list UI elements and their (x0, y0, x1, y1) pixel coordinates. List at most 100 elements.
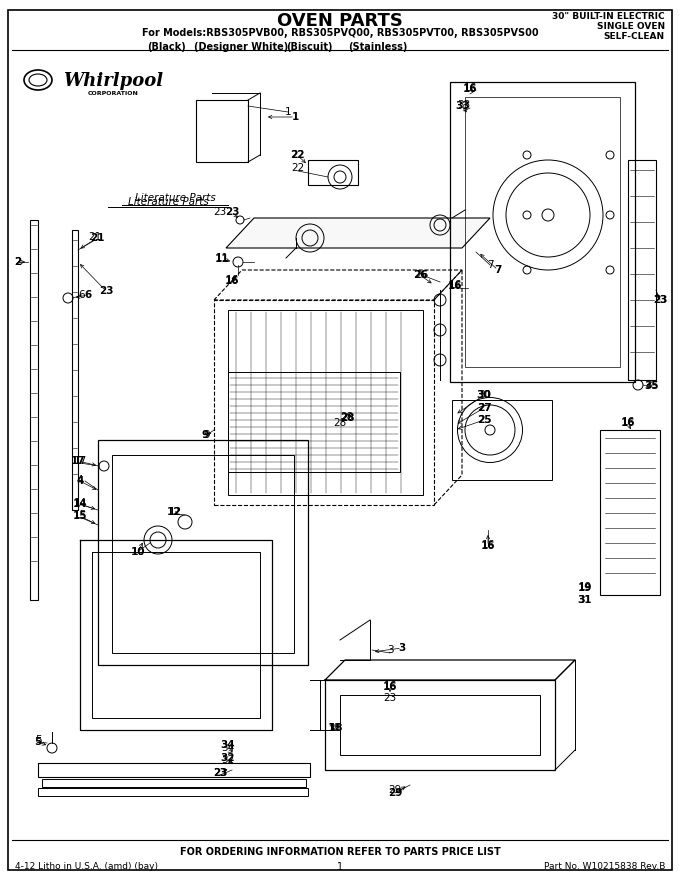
Text: FOR ORDERING INFORMATION REFER TO PARTS PRICE LIST: FOR ORDERING INFORMATION REFER TO PARTS … (180, 847, 500, 857)
Text: 7: 7 (487, 260, 493, 270)
Text: (Black): (Black) (148, 42, 186, 52)
Bar (112, 455, 294, 653)
Text: 16: 16 (481, 540, 494, 550)
Text: For Models:RBS305PVB00, RBS305PVQ00, RBS305PVT00, RBS305PVS00: For Models:RBS305PVB00, RBS305PVQ00, RBS… (141, 28, 539, 38)
Text: 35: 35 (645, 380, 659, 390)
Text: Literature Parts: Literature Parts (128, 197, 208, 207)
Text: 21: 21 (88, 232, 101, 242)
Bar (450, 82, 635, 382)
Text: 30: 30 (477, 390, 491, 400)
Text: 1: 1 (337, 862, 343, 872)
Text: 16: 16 (383, 682, 397, 692)
Bar (38, 788, 308, 796)
Text: 7: 7 (494, 265, 502, 275)
Text: 19: 19 (578, 583, 592, 593)
Text: 2: 2 (14, 257, 22, 267)
Text: 16: 16 (463, 84, 477, 94)
Bar (228, 372, 400, 472)
Bar (72, 230, 78, 510)
Bar (600, 430, 660, 595)
Bar (228, 310, 423, 495)
Text: 1: 1 (285, 107, 291, 117)
Text: 16: 16 (225, 276, 239, 286)
Text: (Biscuit): (Biscuit) (286, 42, 333, 52)
Text: (Designer White): (Designer White) (194, 42, 288, 52)
Text: 16: 16 (448, 280, 462, 290)
Text: 23: 23 (213, 768, 227, 778)
Text: 33: 33 (458, 100, 471, 110)
Text: 12: 12 (167, 507, 182, 517)
Text: 29: 29 (388, 785, 402, 795)
Text: 22: 22 (291, 163, 305, 173)
Bar (340, 695, 540, 755)
Text: 28: 28 (333, 418, 347, 428)
Text: 22: 22 (290, 150, 304, 160)
Text: 23: 23 (214, 768, 226, 778)
Text: 16: 16 (463, 83, 477, 93)
Text: OVEN PARTS: OVEN PARTS (277, 12, 403, 30)
Text: Whirlpool: Whirlpool (63, 72, 163, 90)
Text: 3: 3 (398, 643, 406, 653)
Text: 18: 18 (328, 723, 343, 733)
Text: 25: 25 (477, 415, 491, 425)
Text: 34: 34 (221, 740, 235, 750)
Text: 14: 14 (73, 498, 86, 508)
Text: 4-12 Litho in U.S.A. (amd) (bay): 4-12 Litho in U.S.A. (amd) (bay) (15, 862, 158, 871)
Text: 31: 31 (579, 595, 592, 605)
Bar (98, 440, 308, 665)
Text: 15: 15 (73, 511, 87, 521)
Text: 19: 19 (579, 582, 592, 592)
Bar (465, 97, 620, 367)
Bar (214, 300, 434, 505)
Bar (628, 160, 656, 380)
Text: 17: 17 (73, 456, 86, 466)
Text: 16: 16 (225, 275, 239, 285)
Text: 6: 6 (84, 290, 92, 300)
Text: 34: 34 (222, 743, 235, 753)
Text: 11: 11 (215, 254, 229, 264)
Polygon shape (226, 218, 490, 248)
Text: 14: 14 (73, 499, 87, 509)
Text: Part No. W10215838 Rev.B: Part No. W10215838 Rev.B (543, 862, 665, 871)
Text: 26: 26 (413, 270, 427, 280)
Text: 17: 17 (71, 456, 85, 466)
Text: 27: 27 (478, 403, 492, 413)
Text: 32: 32 (221, 753, 235, 763)
Text: 30: 30 (479, 390, 492, 400)
Text: 27: 27 (477, 403, 492, 413)
Text: 9: 9 (204, 430, 210, 440)
Text: 2: 2 (15, 257, 21, 267)
Text: 16: 16 (481, 541, 495, 551)
Text: 26: 26 (415, 270, 428, 280)
Text: 5: 5 (35, 735, 41, 745)
Text: (Stainless): (Stainless) (347, 42, 407, 52)
Text: 21: 21 (90, 233, 104, 243)
Bar (325, 680, 555, 770)
Text: 32: 32 (222, 755, 235, 765)
Text: Literature Parts: Literature Parts (135, 193, 216, 203)
Bar (42, 779, 306, 787)
Bar (308, 160, 358, 185)
Text: 31: 31 (578, 595, 592, 605)
Text: 35: 35 (645, 381, 659, 391)
Text: 23: 23 (384, 693, 396, 703)
Text: 18: 18 (327, 723, 341, 733)
Text: 3: 3 (387, 645, 393, 655)
Text: 9: 9 (201, 430, 209, 440)
Bar (452, 400, 552, 480)
Text: 15: 15 (73, 510, 86, 520)
Text: 16: 16 (384, 681, 396, 691)
Text: 30" BUILT-IN ELECTRIC: 30" BUILT-IN ELECTRIC (552, 12, 665, 21)
Text: 23: 23 (99, 286, 114, 296)
Text: 28: 28 (341, 412, 354, 422)
Text: 16: 16 (447, 281, 462, 291)
Text: 28: 28 (340, 413, 354, 423)
Text: 22: 22 (291, 150, 305, 160)
Text: 6: 6 (79, 290, 85, 300)
Text: SINGLE OVEN: SINGLE OVEN (597, 22, 665, 31)
Text: 10: 10 (131, 547, 146, 557)
Text: 4: 4 (76, 476, 84, 486)
Text: 16: 16 (622, 417, 634, 427)
Text: SELF-CLEAN: SELF-CLEAN (604, 32, 665, 41)
Text: 23: 23 (214, 207, 226, 217)
